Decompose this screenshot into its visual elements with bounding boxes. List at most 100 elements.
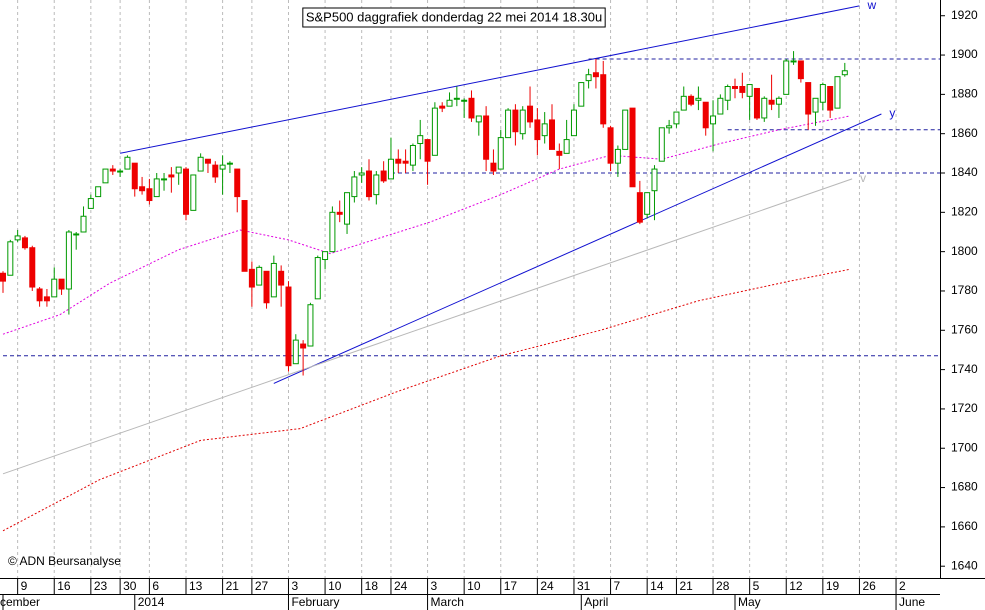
candle-body (153, 178, 160, 198)
candle-body (688, 95, 695, 105)
y-tick-label: 1660 (951, 519, 978, 533)
y-tick-label: 1860 (951, 126, 978, 140)
x-tick-label: 24 (394, 579, 408, 593)
candle-body (424, 139, 431, 162)
candle-body (732, 86, 738, 89)
candle-body (680, 95, 687, 111)
candle-body (607, 127, 614, 164)
x-tick-label: 18 (365, 579, 379, 593)
month-label: March (431, 595, 464, 609)
candle-body (278, 270, 285, 286)
candle-body (43, 296, 50, 302)
x-tick-label: 2 (899, 579, 906, 593)
candle-body (183, 168, 189, 215)
y-tick-label: 1920 (951, 8, 978, 22)
candle-body (14, 235, 21, 241)
candle-body (629, 107, 636, 188)
x-tick-label: 10 (328, 579, 342, 593)
candle-body (834, 76, 841, 109)
candle-body (95, 186, 102, 198)
candle-body (226, 162, 233, 165)
candle-body (241, 200, 248, 272)
candle-body (768, 99, 775, 105)
y-tick-label: 1780 (951, 283, 978, 297)
x-tick-label: 28 (716, 579, 730, 593)
x-tick-label: 7 (614, 579, 621, 593)
candle-body (614, 148, 621, 164)
candle-body (600, 74, 607, 125)
y-tick-label: 1680 (951, 480, 978, 494)
candle-body (344, 192, 351, 225)
y-tick-label: 1840 (951, 165, 978, 179)
candle-body (395, 158, 402, 164)
chart-title: S&P500 daggrafiek donderdag 22 mei 2014 … (306, 9, 602, 24)
candle-body (512, 109, 519, 133)
candle-body (622, 109, 629, 150)
candle-body (746, 84, 753, 97)
candle-body (285, 286, 292, 367)
month-label: 2014 (138, 595, 165, 609)
candle-body (234, 168, 241, 198)
candle-body (592, 72, 599, 78)
candle-body (336, 211, 343, 215)
candle-body (263, 270, 270, 304)
month-label: February (291, 595, 339, 609)
candle-body (790, 60, 797, 63)
x-tick-label: 19 (826, 579, 840, 593)
candle-body (556, 150, 563, 156)
overlay-line (120, 5, 860, 154)
candle-body (549, 119, 555, 150)
x-tick-label: 9 (21, 579, 28, 593)
y-tick-label: 1800 (951, 244, 978, 258)
line-label: w (866, 0, 876, 12)
x-tick-label: 10 (467, 579, 481, 593)
candle-body (87, 198, 94, 209)
x-tick-label: 26 (862, 579, 876, 593)
x-tick-label: 17 (504, 579, 518, 593)
y-tick-label: 1820 (951, 204, 978, 218)
x-tick-label: 6 (152, 579, 159, 593)
candle-body (351, 176, 358, 198)
candle-body (417, 135, 424, 145)
candle-body (775, 97, 782, 105)
candle-body (717, 97, 724, 115)
candle-body (248, 268, 255, 288)
title-box (302, 7, 606, 28)
candle-body (797, 60, 804, 80)
candle-body (431, 107, 438, 156)
month-label: May (738, 595, 761, 609)
candle-body (527, 105, 534, 123)
candle-body (36, 288, 43, 302)
candle-body (761, 97, 768, 119)
candle-body (666, 125, 673, 129)
candle-body (402, 160, 409, 164)
month-label: cember (0, 595, 40, 609)
candle-body (483, 115, 490, 160)
candle-body (570, 109, 577, 137)
candle-body (131, 162, 138, 190)
candle-body (585, 74, 592, 82)
candle-body (139, 186, 146, 192)
x-tick-label: 21 (226, 579, 240, 593)
candle-body (117, 170, 124, 173)
month-label: June (899, 595, 925, 609)
x-tick-label: 14 (650, 579, 664, 593)
candle-body (702, 101, 709, 129)
candle-body (673, 111, 680, 125)
candle-body (710, 115, 717, 125)
candle-body (146, 188, 153, 202)
month-label: April (584, 595, 608, 609)
candle-body (658, 127, 665, 162)
candle-body (827, 86, 834, 111)
candle-body (51, 278, 58, 298)
candle-body (29, 247, 36, 288)
y-tick-label: 1880 (951, 87, 978, 101)
candle-body (366, 170, 372, 198)
y-tick-label: 1760 (951, 322, 978, 336)
x-tick-label: 23 (94, 579, 108, 593)
candle-body (724, 86, 731, 101)
candle-body (65, 231, 72, 290)
candle-body (314, 257, 321, 300)
candle-body (168, 174, 175, 178)
